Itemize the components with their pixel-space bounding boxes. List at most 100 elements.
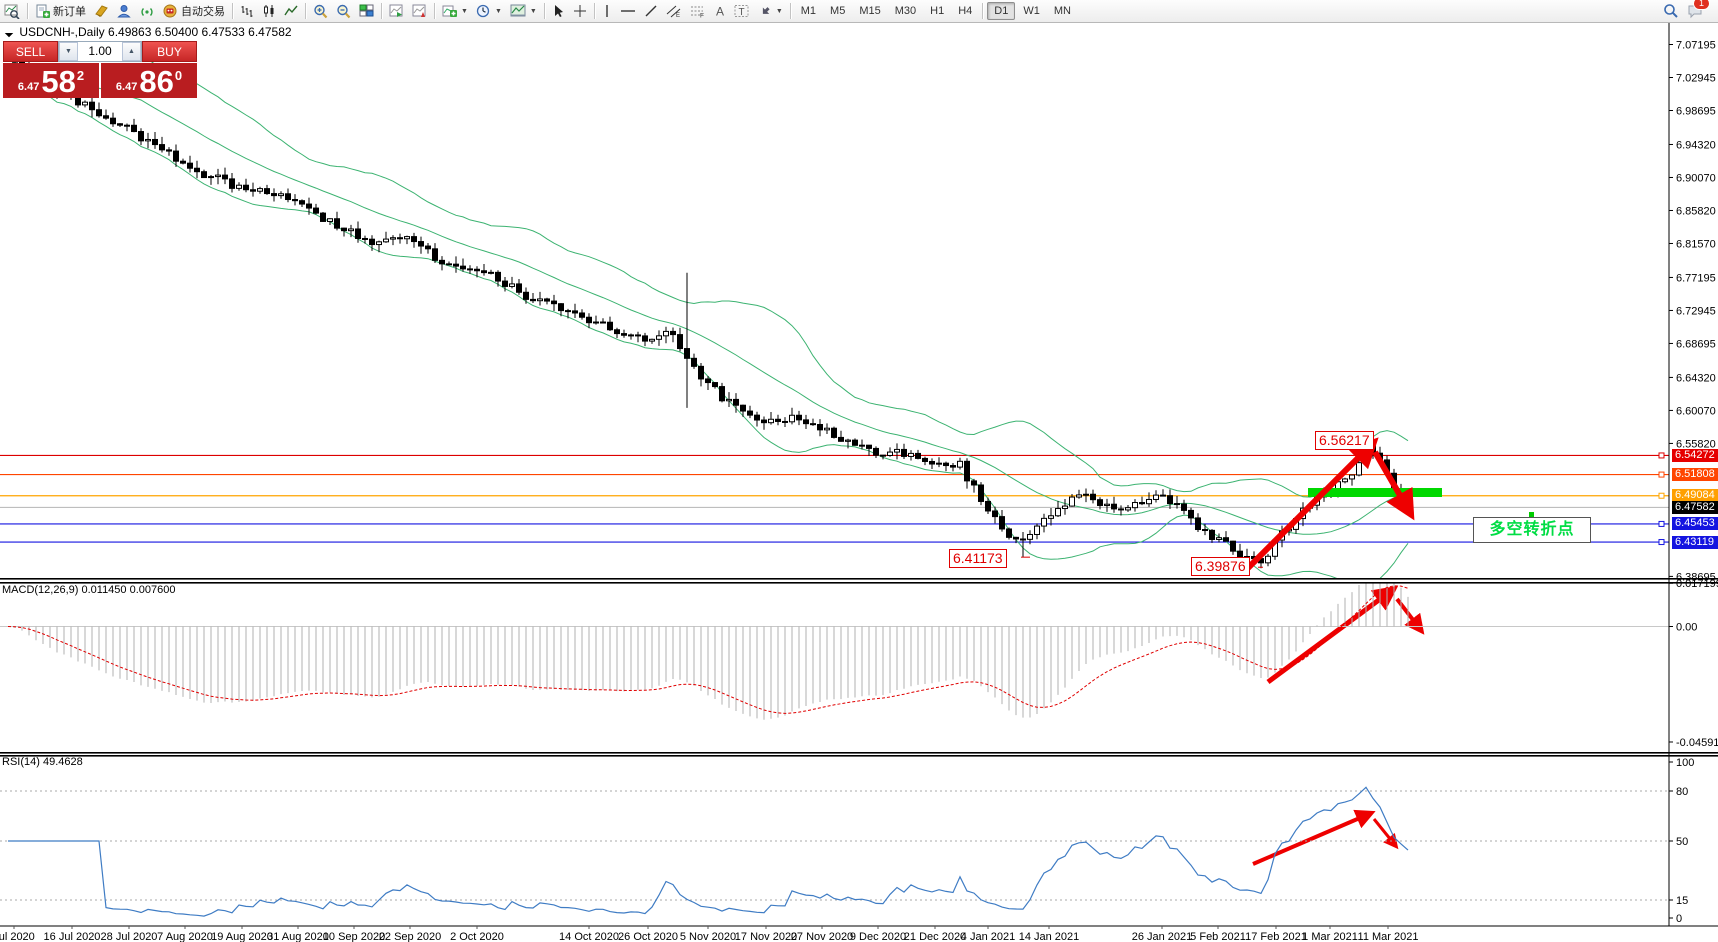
toolbar-separator — [27, 3, 28, 19]
arrow-objects-icon — [762, 7, 770, 14]
svg-text:50: 50 — [1676, 836, 1688, 848]
chart-manager-button[interactable] — [0, 1, 24, 21]
zoom-in-button[interactable] — [309, 1, 332, 21]
level-price-axis-label[interactable]: 6.43119 — [1672, 535, 1718, 549]
timeframe-m30[interactable]: M30 — [894, 5, 917, 17]
metaeditor-icon — [95, 5, 108, 17]
horizontal-level-lines[interactable] — [0, 452, 1669, 546]
chart-shift-button[interactable] — [408, 1, 431, 21]
dropdown-caret-icon: ▼ — [494, 7, 502, 15]
trend-arrow[interactable] — [1245, 437, 1379, 571]
svg-text:0: 0 — [1676, 913, 1682, 925]
trend-arrow[interactable] — [1252, 809, 1376, 866]
crosshair-tool-button[interactable] — [569, 1, 591, 21]
buy-price-display[interactable]: 6.47 86 0 — [101, 63, 197, 98]
candlestick-mode-button[interactable] — [258, 1, 280, 21]
timeframe-m5[interactable]: M5 — [830, 5, 846, 17]
candlesticks — [5, 50, 1411, 569]
svg-text:6.77195: 6.77195 — [1676, 272, 1716, 284]
svg-text:6.90070: 6.90070 — [1676, 172, 1716, 184]
level-price-axis-label[interactable]: 6.45453 — [1672, 517, 1718, 531]
pane-divider[interactable] — [0, 578, 1718, 580]
dropdown-caret-icon: ▼ — [529, 7, 537, 15]
svg-text:E: E — [676, 13, 680, 18]
arrows-tool-button[interactable]: ▼ — [754, 1, 787, 21]
svg-text:6.94320: 6.94320 — [1676, 139, 1716, 151]
auto-scroll-button[interactable] — [385, 1, 408, 21]
turning-point-annotation[interactable]: 多空转折点 — [1473, 517, 1591, 543]
horizontal-line-tool-button[interactable] — [616, 1, 640, 21]
template-icon — [510, 4, 526, 17]
text-icon: A — [716, 5, 724, 19]
zoom-out-button[interactable] — [332, 1, 355, 21]
timeframe-w1[interactable]: W1 — [1023, 5, 1040, 17]
chart-canvas[interactable]: 7.07195 7.02945 6.98695 6.94320 6.90070 6.858… — [0, 22, 1718, 942]
trend-arrow[interactable] — [1372, 450, 1415, 521]
svg-text:6.38695: 6.38695 — [1676, 571, 1716, 583]
sell-price-small: 6.47 — [17, 81, 40, 93]
vertical-line-tool-button[interactable] — [598, 1, 616, 21]
notifications-button[interactable]: 1 — [1683, 0, 1710, 21]
high-price-label[interactable]: 6.56217 — [1315, 431, 1374, 450]
volume-increase-button[interactable]: ▲ — [122, 42, 141, 61]
level-price-axis-label[interactable]: 6.54272 — [1672, 448, 1718, 462]
svg-text:6.85820: 6.85820 — [1676, 205, 1716, 217]
tile-windows-button[interactable] — [355, 1, 378, 21]
timeframe-m1[interactable]: M1 — [800, 5, 817, 17]
sell-price-display[interactable]: 6.47 58 2 — [3, 63, 99, 98]
green-support-bar[interactable] — [1308, 488, 1442, 497]
trendline-tool-button[interactable] — [640, 1, 662, 21]
auto-scroll-icon — [389, 4, 403, 17]
timeframe-mn[interactable]: MN — [1053, 5, 1071, 17]
toolbar-separator — [789, 3, 791, 19]
svg-text:10 Sep 2020: 10 Sep 2020 — [323, 931, 385, 942]
fibonacci-tool-button[interactable]: F — [686, 1, 710, 21]
pane-divider[interactable] — [0, 752, 1718, 754]
timeframe-h1[interactable]: H1 — [930, 5, 945, 17]
cursor-tool-button[interactable] — [548, 1, 569, 21]
timeframe-h4[interactable]: H4 — [958, 5, 973, 17]
level-price-axis-label[interactable]: 6.51808 — [1672, 468, 1718, 482]
low-price-label-1[interactable]: 6.41173 — [949, 549, 1007, 568]
chart-ohlc: 6.49863 6.50400 6.47533 6.47582 — [108, 25, 292, 39]
autotrading-robot-icon — [163, 4, 177, 18]
horizontal-line-icon — [620, 10, 635, 12]
text-label-tool-button[interactable]: T — [730, 1, 754, 21]
timeframe-d1[interactable]: D1 — [987, 2, 1016, 20]
metaeditor-button[interactable] — [90, 1, 113, 21]
rsi-header: RSI(14) 49.4628 — [2, 756, 83, 768]
periods-button[interactable]: ▼ — [472, 1, 506, 21]
svg-text:0.00: 0.00 — [1676, 622, 1697, 634]
annotation-handle[interactable] — [1529, 512, 1534, 517]
pane-divider[interactable] — [0, 582, 1718, 584]
timeframe-m15[interactable]: M15 — [859, 5, 881, 17]
svg-text:T: T — [738, 7, 744, 18]
pane-divider[interactable] — [0, 755, 1718, 757]
trend-arrow[interactable] — [1266, 585, 1399, 685]
svg-text:5 Feb 2021: 5 Feb 2021 — [1190, 931, 1246, 942]
autotrading-label: 自动交易 — [181, 6, 225, 18]
new-order-button[interactable]: 新订单 — [31, 1, 90, 21]
low-price-label-2[interactable]: 6.39876 — [1191, 557, 1250, 576]
bar-chart-mode-button[interactable] — [236, 1, 258, 21]
vertical-line-icon — [606, 5, 608, 17]
volume-decrease-button[interactable]: ▼ — [59, 42, 78, 61]
channel-tool-button[interactable]: E — [662, 1, 686, 21]
sell-button[interactable]: SELL — [3, 41, 58, 62]
templates-button[interactable]: ▼ — [506, 1, 541, 21]
community-button[interactable] — [113, 1, 136, 21]
current-price-axis-label[interactable]: 6.47582 — [1672, 500, 1718, 514]
signals-button[interactable] — [136, 1, 159, 21]
text-tool-button[interactable]: A — [710, 1, 730, 21]
main-toolbar: 新订单 自动交易 ▼ ▼ ▼ E F A T ▼ M1 M5 M15 M30 H1 H4 D… — [0, 0, 1718, 23]
autotrading-button[interactable]: 自动交易 — [159, 1, 229, 21]
svg-text:22 Sep 2020: 22 Sep 2020 — [379, 931, 441, 942]
search-button[interactable] — [1659, 1, 1683, 21]
volume-input[interactable]: 1.00 — [88, 44, 112, 58]
buy-button[interactable]: BUY — [142, 41, 197, 62]
svg-text:1 Mar 2021: 1 Mar 2021 — [1302, 931, 1358, 942]
new-order-label: 新订单 — [53, 6, 86, 18]
indicators-button[interactable]: ▼ — [438, 1, 472, 21]
level-price-axis-label[interactable]: 6.49084 — [1672, 489, 1718, 503]
line-chart-mode-button[interactable] — [280, 1, 302, 21]
